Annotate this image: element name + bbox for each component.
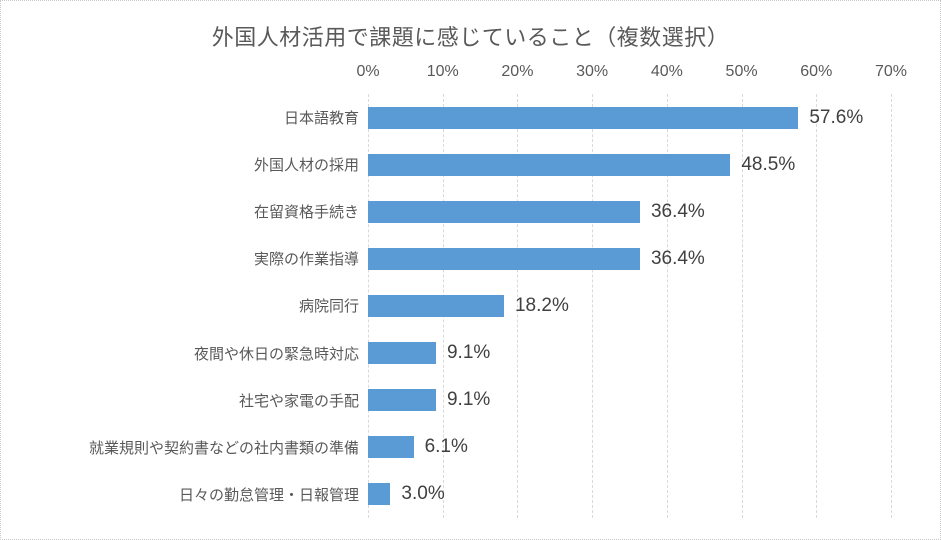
category-row: 日本語教育 (1, 94, 359, 141)
bar-value-label: 57.6% (809, 106, 864, 128)
bar-value-label: 18.2% (514, 294, 569, 316)
bar (368, 389, 436, 412)
gridline (741, 94, 743, 518)
x-axis: 0% 10% 20% 30% 40% 50% 60% 70% (356, 63, 907, 85)
bar-row: 18.2% (368, 282, 891, 329)
bar-row: 6.1% (368, 424, 891, 471)
x-tick-70: 70% (874, 63, 908, 80)
x-tick-40: 40% (650, 63, 683, 80)
x-tick-20: 20% (501, 63, 534, 80)
bar (368, 200, 640, 223)
category-row: 外国人材の採用 (1, 141, 359, 188)
bar-row: 57.6% (368, 94, 891, 141)
category-row: 在留資格手続き (1, 188, 359, 235)
gridline (592, 94, 594, 518)
bar-row: 9.1% (368, 330, 891, 377)
category-label: 外国人材の採用 (253, 157, 359, 175)
chart-title: 外国人材活用で課題に感じていること（複数選択） (211, 25, 730, 50)
category-label: 在留資格手続き (253, 204, 359, 222)
bar (368, 153, 731, 176)
gridline (816, 94, 818, 518)
x-tick-30: 30% (576, 63, 609, 80)
category-axis: 日本語教育 外国人材の採用 在留資格手続き 実際の作業指導 病院同行 夜間や休日… (1, 94, 359, 518)
category-row: 日々の勤怠管理・日報管理 (1, 471, 359, 518)
bar (368, 342, 436, 365)
bar-value-label: 9.1% (446, 342, 491, 364)
category-row: 病院同行 (1, 282, 359, 329)
x-tick-60: 60% (800, 63, 833, 80)
gridline (517, 94, 519, 518)
category-row: 実際の作業指導 (1, 235, 359, 282)
bar (368, 247, 640, 270)
bar-value-label: 36.4% (650, 200, 705, 222)
bar-value-label: 48.5% (741, 153, 796, 175)
bar-row: 36.4% (368, 188, 891, 235)
bar-value-label: 9.1% (446, 389, 491, 411)
bar-row: 9.1% (368, 377, 891, 424)
bar (368, 106, 799, 129)
bar-value-label: 6.1% (424, 436, 468, 458)
category-row: 社宅や家電の手配 (1, 377, 359, 424)
category-label: 病院同行 (298, 298, 359, 316)
plot-area: 57.6% 48.5% 36.4% 36.4% 18.2% 9.1% 9.1% … (368, 94, 892, 518)
gridline (666, 94, 668, 518)
category-label: 日々の勤怠管理・日報管理 (178, 486, 359, 504)
category-label: 社宅や家電の手配 (238, 392, 359, 410)
bar-value-label: 36.4% (650, 247, 705, 269)
x-tick-50: 50% (725, 63, 758, 80)
bar (368, 294, 504, 317)
bar-row: 3.0% (368, 471, 891, 518)
category-label: 就業規則や契約書などの社内書類の準備 (88, 439, 359, 457)
category-row: 夜間や休日の緊急時対応 (1, 330, 359, 377)
bar (368, 436, 414, 459)
gridline (891, 94, 892, 518)
category-label: 日本語教育 (283, 110, 359, 128)
bar-value-label: 3.0% (401, 483, 445, 505)
category-label: 実際の作業指導 (253, 251, 359, 269)
x-tick-0: 0% (356, 63, 380, 80)
category-label: 夜間や休日の緊急時対応 (193, 345, 359, 363)
category-row: 就業規則や契約書などの社内書類の準備 (1, 424, 359, 471)
bar-row: 36.4% (368, 235, 891, 282)
bar-row: 48.5% (368, 141, 891, 188)
x-tick-10: 10% (426, 63, 459, 80)
bar (368, 483, 391, 506)
